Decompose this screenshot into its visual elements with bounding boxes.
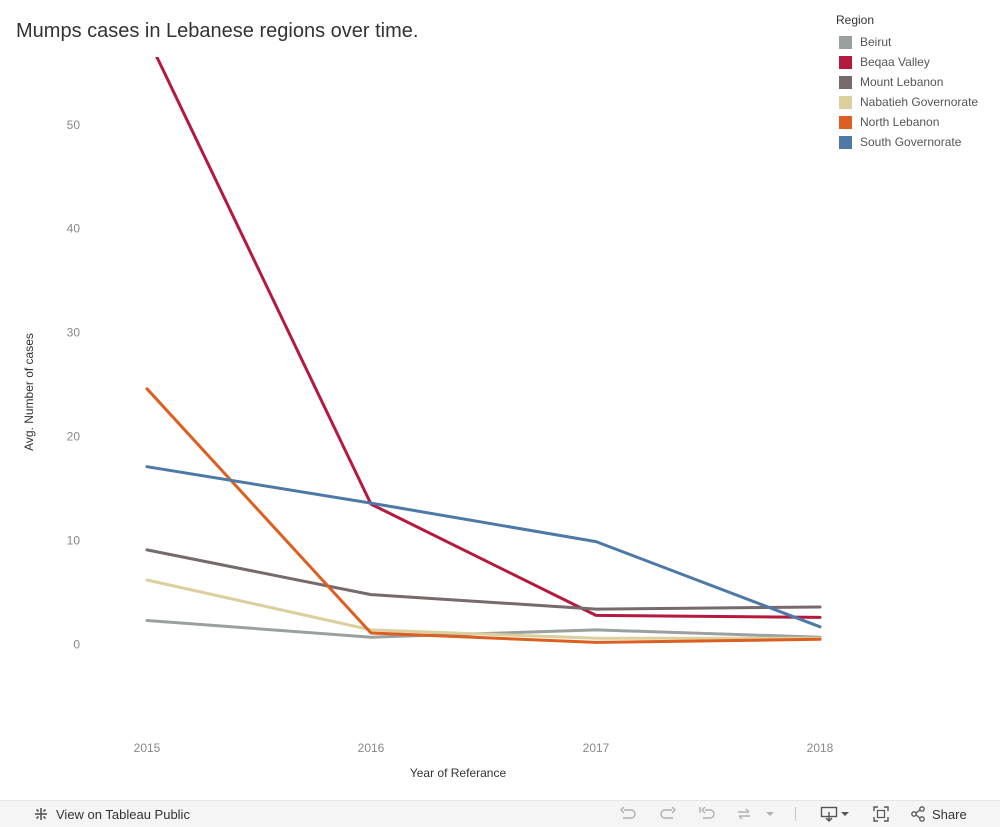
undo-button[interactable] [619,806,637,822]
legend-item[interactable]: Beqaa Valley [836,52,978,72]
share-button[interactable]: Share [910,806,967,822]
legend-swatch [839,135,852,149]
refresh-icon [735,806,753,822]
legend-item[interactable]: South Governorate [836,132,978,152]
series-line-beqaa-valley[interactable] [147,36,822,619]
view-on-tableau-label: View on Tableau Public [56,806,190,822]
y-tick-label: 50 [67,118,81,132]
legend-swatch [839,35,852,49]
legend-label: Mount Lebanon [860,75,944,89]
legend-swatch [839,55,852,69]
y-tick-label: 10 [67,534,81,548]
download-icon [820,806,838,822]
legend-label: North Lebanon [860,115,940,129]
refresh-button[interactable] [735,806,753,822]
legend-label: Nabatieh Governorate [860,95,979,109]
undo-icon [619,806,637,822]
tableau-logo-icon [33,806,49,822]
legend-item[interactable]: Nabatieh Governorate [836,92,978,112]
series-line-nabatieh-governorate[interactable] [145,578,822,640]
refresh-dropdown[interactable] [765,806,775,822]
view-on-tableau-button[interactable]: View on Tableau Public [33,806,190,822]
x-axis-label: Year of Referance [410,766,507,780]
x-tick-label: 2018 [807,741,834,755]
share-icon [910,806,926,822]
toolbar-divider [795,807,796,821]
legend-label: Beirut [860,35,892,49]
redo-button[interactable] [659,806,677,822]
legend-title: Region [836,13,875,27]
y-tick-label: 20 [67,430,81,444]
chevron-down-icon [765,806,775,822]
chevron-down-icon [841,806,849,822]
x-tick-label: 2016 [358,741,385,755]
series-line-north-lebanon[interactable] [145,387,822,644]
download-button[interactable] [820,806,849,822]
x-tick-label: 2017 [583,741,610,755]
x-tick-label: 2015 [134,741,161,755]
legend-label: South Governorate [860,135,962,149]
legend-item[interactable]: Beirut [836,32,978,52]
chart-plot: 0 10 20 30 40 50 2015 2016 2017 2018 Avg. Number… [22,36,834,780]
legend-swatch [839,95,852,109]
share-label: Share [932,806,967,822]
series-line-mount-lebanon[interactable] [145,548,822,611]
y-axis-label: Avg. Number of cases [22,333,36,451]
toolbar: View on Tableau Public [0,800,1000,827]
legend-label: Beqaa Valley [860,55,930,69]
revert-button[interactable] [698,806,716,822]
series-line-south-governorate[interactable] [145,465,822,629]
legend-item[interactable]: North Lebanon [836,112,978,132]
chart-title: Mumps cases in Lebanese regions over tim… [16,20,419,42]
revert-icon [698,806,716,822]
legend-item[interactable]: Mount Lebanon [836,72,978,92]
fullscreen-button[interactable] [872,806,890,822]
legend-swatch [839,115,852,129]
redo-icon [659,806,677,822]
legend: Region Beirut Beqaa Valley Mount Lebanon Na… [836,13,978,152]
y-tick-label: 0 [73,637,80,651]
y-tick-label: 30 [67,326,81,340]
fullscreen-icon [872,806,890,822]
legend-swatch [839,75,852,89]
y-tick-label: 40 [67,222,81,236]
